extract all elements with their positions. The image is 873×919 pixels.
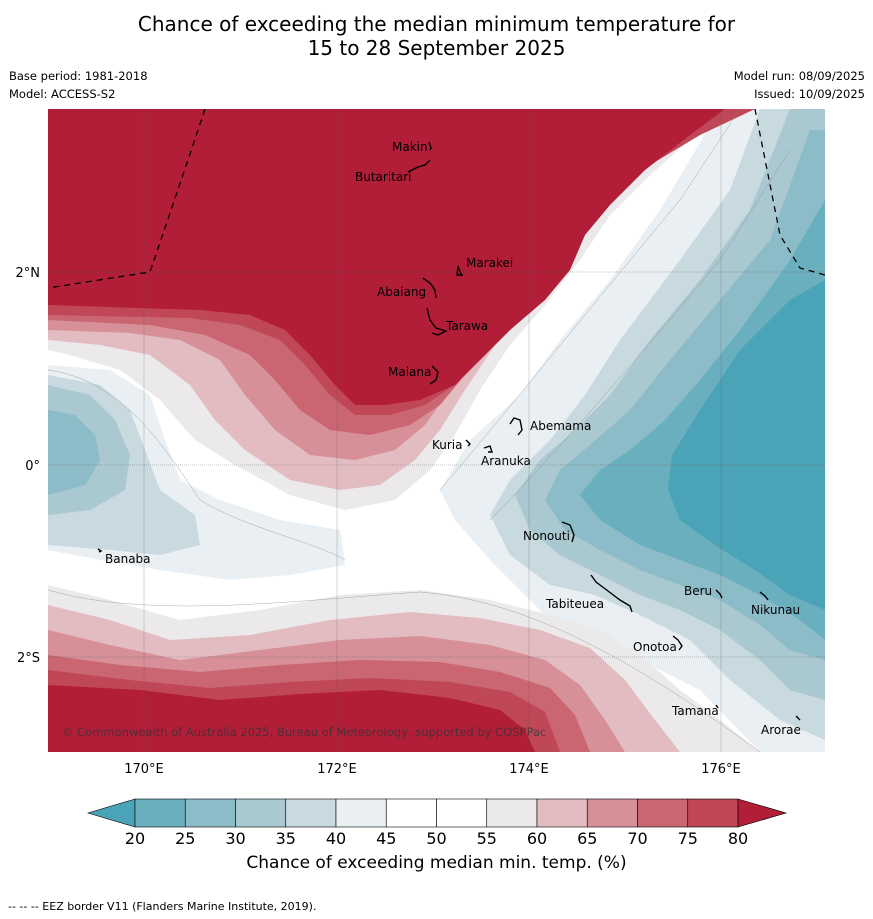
- west-contour-25-30: [48, 410, 100, 495]
- eez-border: [48, 109, 825, 289]
- colorbar-tick-label: 25: [175, 829, 195, 848]
- label-kuria: Kuria: [432, 438, 463, 452]
- lat-tick-2s: 2°S: [17, 651, 40, 666]
- colorbar-tick-label: 65: [577, 829, 597, 848]
- model-run: Model run: 08/09/2025: [733, 69, 865, 83]
- contour-below-20: [668, 280, 825, 610]
- north-contour-above-80: [48, 109, 725, 405]
- nikunau-island: [759, 591, 769, 601]
- contour-lines: [48, 109, 791, 752]
- colorbar-tick-label: 70: [627, 829, 647, 848]
- makin-island: [428, 141, 432, 151]
- label-nikunau: Nikunau: [751, 603, 800, 617]
- lat-tick-0: 0°: [25, 459, 40, 474]
- beru-island: [715, 589, 723, 599]
- label-aranuka: Aranuka: [481, 454, 531, 468]
- meta-right: Model run: 08/09/2025 Issued: 10/09/2025: [734, 69, 865, 105]
- label-maiana: Maiana: [388, 365, 431, 379]
- label-banaba: Banaba: [105, 552, 151, 566]
- colorbar-segment: [536, 798, 588, 828]
- lon-tick-172: 172°E: [317, 762, 357, 777]
- colorbar-segment: [486, 798, 538, 828]
- colorbar-tick-label: 80: [728, 829, 748, 848]
- label-tarawa: Tarawa: [445, 319, 488, 333]
- label-makin: Makin: [392, 140, 428, 154]
- tabiteuea-island: [590, 574, 633, 613]
- model-name: Model: ACCESS-S2: [9, 87, 116, 101]
- probability-field: © Commonwealth of Australia 2025, Bureau…: [48, 109, 825, 752]
- aranuka-island: [483, 445, 493, 453]
- kuria-island: [465, 439, 471, 447]
- colorbar-tick-label: 20: [125, 829, 145, 848]
- label-arorae: Arorae: [761, 723, 801, 737]
- colorbar-tick-label: 40: [326, 829, 346, 848]
- colorbar-tick-label: 45: [376, 829, 396, 848]
- copyright-notice: © Commonwealth of Australia 2025, Bureau…: [62, 725, 546, 739]
- onotoa-island: [672, 635, 683, 651]
- lon-tick-176: 176°E: [701, 762, 741, 777]
- abemama-island: [509, 417, 523, 436]
- label-abaiang: Abaiang: [377, 285, 426, 299]
- lon-tick-170: 170°E: [124, 762, 164, 777]
- colorbar-segment: [335, 798, 387, 828]
- marakei-island: [456, 265, 464, 276]
- colorbar: 20 25 30 35 40 45 50 55 60 65 70 75 80: [86, 798, 788, 848]
- colorbar-segment: [586, 798, 638, 828]
- colorbar-segment: [385, 798, 437, 828]
- axis-labels: 170°E 172°E 174°E 176°E 2°N 0° 2°S: [16, 266, 741, 777]
- tamana-island: [715, 704, 719, 709]
- abaiang-island: [422, 277, 437, 299]
- colorbar-segment: [235, 798, 287, 828]
- colorbar-segment: [134, 798, 186, 828]
- meridians: [143, 109, 722, 752]
- label-marakei: Marakei: [466, 256, 513, 270]
- label-tamana: Tamana: [671, 704, 719, 718]
- eez-footnote: -- -- -- EEZ border V11 (Flanders Marine…: [8, 900, 317, 913]
- maiana-island: [429, 365, 439, 385]
- arorae-island: [795, 715, 801, 721]
- colorbar-tick-label: 30: [225, 829, 245, 848]
- map-title: Chance of exceeding the median minimum t…: [0, 12, 873, 60]
- colorbar-tick-label: 55: [477, 829, 497, 848]
- south-contour-above-80: [48, 685, 535, 752]
- colorbar-segment: [184, 798, 236, 828]
- gridlines: [48, 271, 825, 658]
- island-shapes: [97, 141, 801, 721]
- colorbar-tick-label: 35: [276, 829, 296, 848]
- issued-date: Issued: 10/09/2025: [754, 87, 865, 101]
- nonouti-island: [561, 521, 575, 543]
- colorbar-segment: [687, 798, 739, 828]
- colorbar-segment: [637, 798, 689, 828]
- colorbar-tick-label: 60: [527, 829, 547, 848]
- label-abemama: Abemama: [530, 419, 591, 433]
- colorbar-segment: [436, 798, 488, 828]
- colorbar-segment: [285, 798, 337, 828]
- title-line-1: Chance of exceeding the median minimum t…: [137, 12, 736, 36]
- lat-tick-2n: 2°N: [16, 266, 41, 281]
- island-labels: Makin Butaritari Marakei Abaiang Tarawa …: [105, 140, 801, 737]
- label-nonouti: Nonouti: [523, 529, 570, 543]
- lon-tick-174: 174°E: [509, 762, 549, 777]
- colorbar-extend-low: [86, 798, 136, 828]
- colorbar-tick-label: 75: [678, 829, 698, 848]
- meta-left: Base period: 1981-2018 Model: ACCESS-S2: [9, 69, 148, 105]
- colorbar-label: Chance of exceeding median min. temp. (%…: [246, 853, 627, 873]
- colorbar-tick-label: 50: [426, 829, 446, 848]
- base-period: Base period: 1981-2018: [9, 69, 148, 83]
- butaritari-island: [407, 159, 431, 173]
- colorbar-extend-high: [737, 798, 788, 828]
- label-onotoa: Onotoa: [633, 640, 677, 654]
- label-tabiteuea: Tabiteuea: [545, 597, 604, 611]
- banaba-island: [97, 548, 103, 553]
- label-butaritari: Butaritari: [355, 170, 412, 184]
- label-beru: Beru: [684, 584, 712, 598]
- title-line-2: 15 to 28 September 2025: [307, 36, 566, 60]
- tarawa-island: [426, 307, 448, 336]
